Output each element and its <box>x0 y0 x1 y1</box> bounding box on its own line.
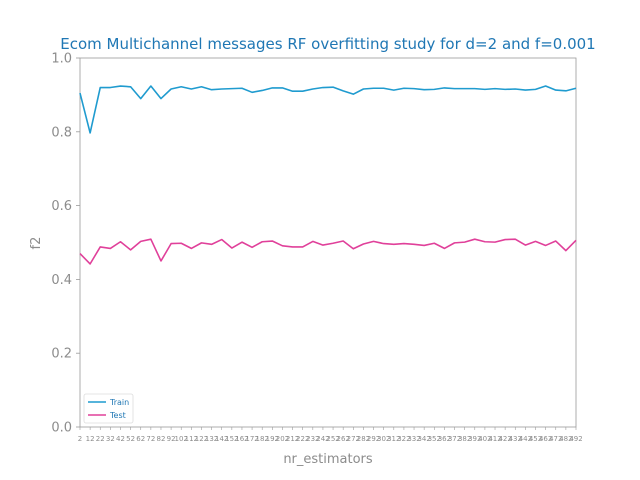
x-tick-label: 282 <box>357 435 370 443</box>
x-tick-label: 432 <box>509 435 522 443</box>
series-line-test <box>79 238 577 265</box>
plot-area <box>79 57 577 428</box>
series-line-train <box>79 85 577 134</box>
x-tick-label: 92 <box>167 435 176 443</box>
x-tick-label: 422 <box>498 435 511 443</box>
chart-title: Ecom Multichannel messages RF overfittin… <box>60 35 595 53</box>
x-tick-label: 22 <box>96 435 105 443</box>
x-tick-label: 382 <box>458 435 471 443</box>
x-tick-label: 2 <box>78 435 82 443</box>
x-tick-label: 482 <box>559 435 572 443</box>
x-tick-label: 472 <box>549 435 562 443</box>
x-axis-label: nr_estimators <box>283 452 373 467</box>
x-tick-label: 322 <box>397 435 410 443</box>
x-tick-label: 342 <box>417 435 430 443</box>
x-tick-label: 182 <box>256 435 269 443</box>
x-tick-label: 362 <box>438 435 451 443</box>
x-tick-label: 312 <box>387 435 400 443</box>
x-tick-label: 442 <box>519 435 532 443</box>
y-axis-label: f2 <box>29 237 44 250</box>
x-tick-label: 12 <box>86 435 95 443</box>
y-tick-label: 1.0 <box>51 52 72 67</box>
x-tick-label: 52 <box>126 435 135 443</box>
y-tick-label: 0.4 <box>51 273 72 288</box>
x-tick-label: 102 <box>175 435 188 443</box>
x-tick-label: 492 <box>569 435 582 443</box>
x-tick-label: 392 <box>468 435 481 443</box>
x-tick-label: 72 <box>146 435 155 443</box>
x-tick-label: 42 <box>116 435 125 443</box>
x-tick-label: 152 <box>225 435 238 443</box>
x-tick-label: 112 <box>185 435 198 443</box>
x-tick-label: 62 <box>136 435 145 443</box>
x-tick-label: 262 <box>336 435 349 443</box>
y-tick-label: 0.0 <box>51 421 72 436</box>
x-tick-label: 132 <box>205 435 218 443</box>
x-tick-label: 302 <box>377 435 390 443</box>
x-tick-label: 462 <box>539 435 552 443</box>
x-tick-label: 202 <box>276 435 289 443</box>
x-tick-label: 142 <box>215 435 228 443</box>
x-tick-label: 272 <box>347 435 360 443</box>
x-tick-label: 332 <box>407 435 420 443</box>
x-tick-label: 372 <box>448 435 461 443</box>
y-tick-label: 0.6 <box>51 199 72 214</box>
x-tick-label: 222 <box>296 435 309 443</box>
x-tick-label: 172 <box>245 435 258 443</box>
plot-frame <box>79 57 577 428</box>
x-tick-label: 122 <box>195 435 208 443</box>
x-tick-label: 82 <box>157 435 166 443</box>
x-tick-label: 212 <box>286 435 299 443</box>
x-tick-label: 452 <box>529 435 542 443</box>
x-tick-label: 242 <box>316 435 329 443</box>
x-tick-label: 402 <box>478 435 491 443</box>
y-tick-label: 0.2 <box>51 347 72 362</box>
x-tick-label: 252 <box>326 435 339 443</box>
legend-label-test: Test <box>109 411 126 420</box>
x-tick-label: 352 <box>428 435 441 443</box>
x-tick-label: 412 <box>488 435 501 443</box>
x-tick-label: 162 <box>235 435 248 443</box>
legend: Train Test <box>83 393 134 424</box>
y-tick-label: 0.8 <box>51 125 72 140</box>
x-tick-label: 292 <box>367 435 380 443</box>
legend-label-train: Train <box>109 398 129 407</box>
x-tick-label: 232 <box>306 435 319 443</box>
x-tick-label: 192 <box>266 435 279 443</box>
x-tick-label: 32 <box>106 435 115 443</box>
